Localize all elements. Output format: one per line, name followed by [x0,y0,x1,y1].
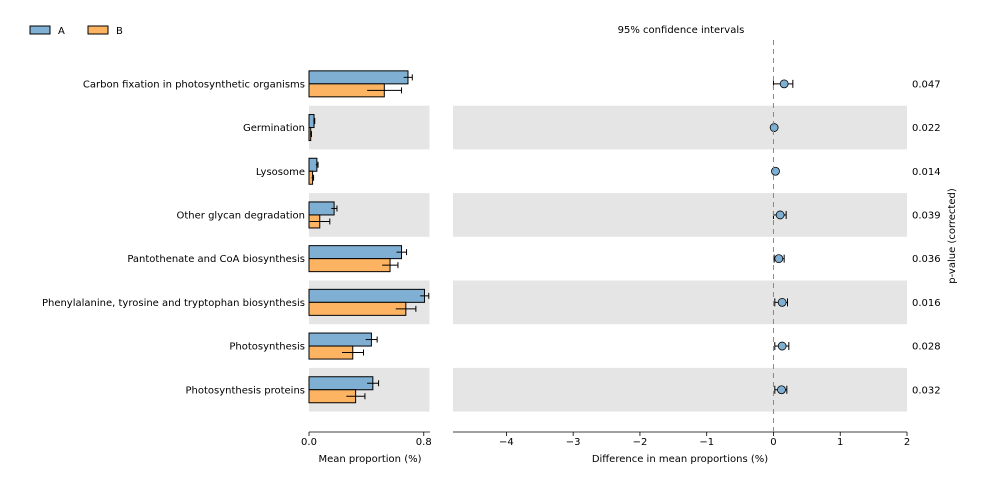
right-tick-label: −1 [699,437,714,448]
pvalue-label: 0.032 [912,385,941,396]
pvalue-label: 0.039 [912,210,941,221]
category-labels: Carbon fixation in photosynthetic organi… [42,79,305,396]
pvalue-label: 0.047 [912,79,941,90]
bar-a [308,376,374,391]
bar-a [308,201,335,216]
row-band-right [453,193,907,237]
legend-swatch-b [87,25,109,35]
bar-a [308,288,425,303]
left-x-axis-label: Mean proportion (%) [319,454,422,465]
right-tick-label: −2 [633,437,648,448]
category-label: Phenylalanine, tyrosine and tryptophan b… [42,298,305,309]
legend-label-a: A [58,26,65,37]
left-panel-bars [308,70,430,404]
diff-point [769,123,779,132]
row-band-right [453,280,907,325]
category-label: Other glycan degradation [177,210,305,221]
right-tick-label: 2 [904,437,910,448]
bar-b [308,258,391,273]
right-tick-label: −3 [566,437,581,448]
row-band-right [453,105,907,150]
right-x-axis-label: Difference in mean proportions (%) [592,454,768,465]
right-tick-label: 1 [837,437,843,448]
pvalue-label: 0.036 [912,254,941,265]
pvalue-column: 0.047 0.022 0.014 0.039 0.036 0.016 0.028 0.032 [912,79,941,396]
bar-a [308,70,409,85]
diff-point [777,297,787,307]
legend-label-b: B [116,26,123,37]
category-label: Lysosome [256,167,305,178]
bar-a [308,157,318,172]
bar-b [308,301,407,316]
legend: A B [29,25,123,37]
left-tick-label: 0.8 [416,437,432,448]
category-label: Photosynthesis [229,342,305,353]
pvalue-label: 0.014 [912,167,941,178]
ci-title: 95% confidence intervals [618,25,745,36]
left-tick-label: 0.0 [301,437,317,448]
row-band-right [453,367,907,412]
diff-point [774,254,784,264]
bar-a [308,332,372,347]
category-label: Pantothenate and CoA biosynthesis [127,254,305,265]
pvalue-axis-label: p-value (corrected) [947,188,958,284]
bar-a [308,114,315,129]
right-tick-label: −4 [499,437,514,448]
bar-a [308,245,403,260]
diff-point [777,341,787,351]
category-label: Photosynthesis proteins [185,385,305,396]
right-x-axis: −4 −3 −2 −1 0 1 2 Difference in mean proportio… [453,431,910,465]
legend-swatch-a [29,25,51,35]
right-panel-points [769,79,794,395]
pvalue-label: 0.016 [912,298,941,309]
diff-point [777,385,786,395]
pvalue-label: 0.028 [912,342,941,353]
right-tick-label: 0 [770,437,776,448]
left-x-axis: 0.0 0.8 Mean proportion (%) [301,431,432,465]
category-label: Germination [243,123,305,134]
diff-point [779,79,789,89]
row-band-left [309,105,430,150]
category-label: Carbon fixation in photosynthetic organi… [83,79,305,90]
pvalue-label: 0.022 [912,123,941,134]
diff-point [771,166,780,176]
diff-point [775,210,785,220]
